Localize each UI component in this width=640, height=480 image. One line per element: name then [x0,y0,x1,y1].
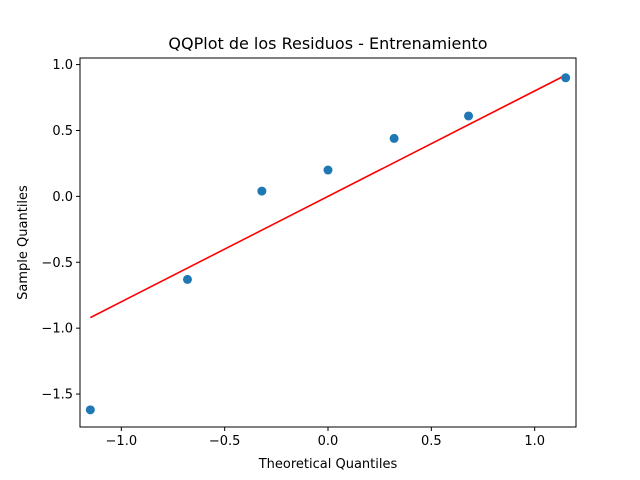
y-tick-label: 0.5 [52,124,73,139]
reference-line [89,74,567,319]
chart-title: QQPlot de los Residuos - Entrenamiento [168,34,487,53]
y-tick-label: 0.0 [52,190,73,205]
x-tick-label: 1.0 [524,434,545,449]
plot-frame [79,57,577,428]
x-tick-label: −0.5 [209,434,241,449]
y-tick-label: −1.5 [41,388,73,403]
data-point-1 [85,405,95,415]
data-point-4 [323,165,333,175]
data-point-6 [464,111,474,121]
data-point-7 [561,73,571,83]
y-tick-label: −0.5 [41,256,73,271]
y-tick-label: 1.0 [52,58,73,73]
x-tick-label: 0.5 [421,434,442,449]
x-axis-label: Theoretical Quantiles [258,457,398,472]
y-tick-label: −1.0 [41,322,73,337]
x-tick-label: −1.0 [106,434,138,449]
x-tick-label: 0.0 [318,434,339,449]
data-point-3 [257,186,267,196]
y-axis-label: Sample Quantiles [16,185,31,300]
data-point-5 [389,133,399,143]
data-point-2 [182,274,192,284]
